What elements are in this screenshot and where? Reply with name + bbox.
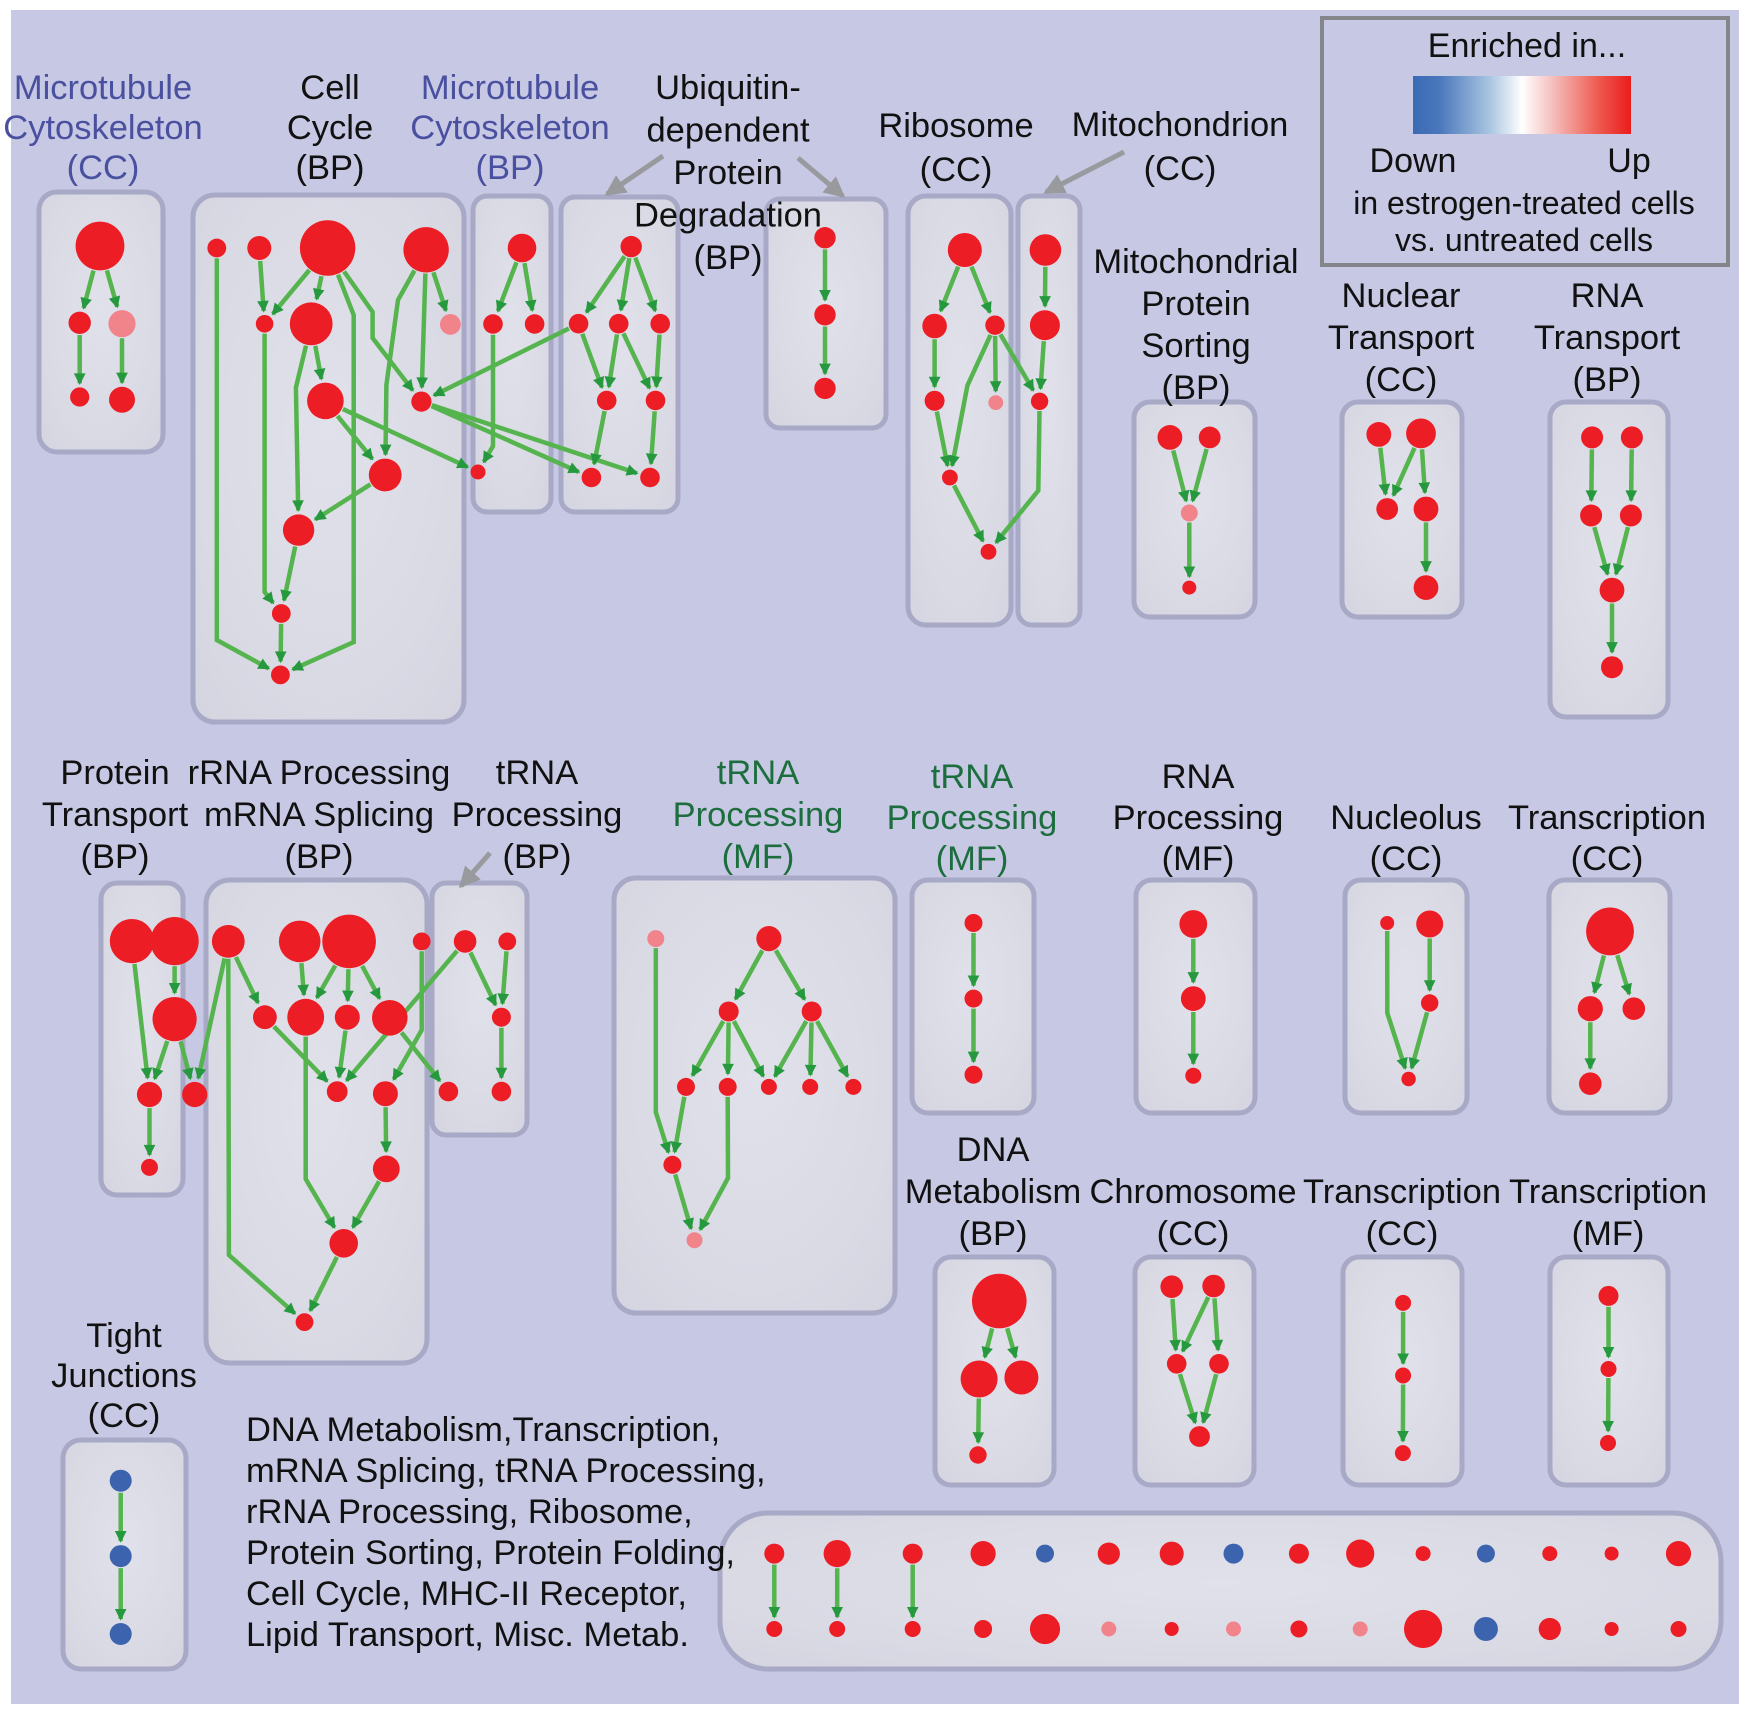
svg-text:Processing: Processing: [887, 799, 1058, 837]
svg-text:tRNA: tRNA: [496, 754, 578, 792]
svg-text:DNA Metabolism,Transcription,: DNA Metabolism,Transcription,: [246, 1411, 720, 1449]
svg-text:Transcription: Transcription: [1303, 1173, 1501, 1211]
svg-text:RNA: RNA: [1571, 277, 1644, 315]
svg-text:(BP): (BP): [285, 838, 354, 876]
svg-text:Protein: Protein: [673, 154, 782, 192]
svg-text:mRNA Splicing: mRNA Splicing: [204, 796, 434, 834]
svg-text:Mitochondrion: Mitochondrion: [1072, 106, 1289, 144]
svg-text:dependent: dependent: [646, 112, 809, 150]
svg-text:Processing: Processing: [452, 796, 623, 834]
svg-text:Ribosome: Ribosome: [878, 107, 1033, 145]
svg-text:Nucleolus: Nucleolus: [1330, 799, 1482, 837]
svg-text:(CC): (CC): [920, 151, 993, 189]
svg-text:rRNA Processing: rRNA Processing: [188, 754, 451, 792]
svg-text:(MF): (MF): [1572, 1215, 1645, 1253]
svg-text:Microtubule: Microtubule: [421, 69, 599, 107]
svg-text:Transcription: Transcription: [1508, 799, 1706, 837]
svg-text:Microtubule: Microtubule: [14, 69, 192, 107]
svg-text:Nuclear: Nuclear: [1342, 277, 1461, 315]
svg-text:Cytoskeleton: Cytoskeleton: [410, 109, 609, 147]
svg-text:Processing: Processing: [673, 796, 844, 834]
svg-text:Ubiquitin-: Ubiquitin-: [655, 69, 801, 107]
svg-text:Mitochondrial: Mitochondrial: [1093, 243, 1298, 281]
svg-text:tRNA: tRNA: [717, 754, 799, 792]
svg-text:Junctions: Junctions: [51, 1357, 197, 1395]
svg-text:(BP): (BP): [694, 239, 763, 277]
svg-text:(CC): (CC): [1144, 150, 1217, 188]
svg-text:tRNA: tRNA: [931, 758, 1013, 796]
svg-text:(BP): (BP): [503, 838, 572, 876]
svg-text:(BP): (BP): [296, 149, 365, 187]
svg-text:(BP): (BP): [1162, 369, 1231, 407]
svg-text:Cytoskeleton: Cytoskeleton: [3, 109, 202, 147]
svg-text:(MF): (MF): [1162, 840, 1235, 878]
svg-text:(BP): (BP): [959, 1215, 1028, 1253]
svg-text:Metabolism: Metabolism: [905, 1173, 1081, 1211]
svg-text:Cycle: Cycle: [287, 109, 373, 147]
svg-text:(CC): (CC): [67, 149, 140, 187]
svg-text:Chromosome: Chromosome: [1089, 1173, 1296, 1211]
svg-text:(BP): (BP): [476, 149, 545, 187]
svg-text:Transport: Transport: [1328, 319, 1475, 357]
svg-text:(MF): (MF): [936, 840, 1009, 878]
svg-text:(CC): (CC): [1366, 1215, 1439, 1253]
svg-text:Transcription: Transcription: [1509, 1173, 1707, 1211]
svg-text:(CC): (CC): [1571, 840, 1644, 878]
svg-text:mRNA Splicing, tRNA Processing: mRNA Splicing, tRNA Processing,: [246, 1452, 766, 1490]
svg-text:vs. untreated cells: vs. untreated cells: [1395, 222, 1653, 258]
svg-text:Processing: Processing: [1113, 799, 1284, 837]
svg-text:DNA: DNA: [957, 1131, 1030, 1169]
svg-text:Sorting: Sorting: [1141, 327, 1250, 365]
svg-text:(CC): (CC): [1365, 361, 1438, 399]
svg-text:(CC): (CC): [88, 1397, 161, 1435]
svg-text:Cell Cycle, MHC-II Receptor,: Cell Cycle, MHC-II Receptor,: [246, 1575, 687, 1613]
svg-text:Cell: Cell: [300, 69, 359, 107]
svg-text:Tight: Tight: [86, 1317, 162, 1355]
svg-text:(BP): (BP): [1573, 361, 1642, 399]
svg-text:Degradation: Degradation: [634, 197, 822, 235]
svg-text:(BP): (BP): [81, 838, 150, 876]
svg-text:Enriched in...: Enriched in...: [1428, 27, 1626, 65]
svg-text:(CC): (CC): [1157, 1215, 1230, 1253]
svg-text:Protein Sorting, Protein Foldi: Protein Sorting, Protein Folding,: [246, 1534, 735, 1572]
svg-text:Transport: Transport: [1534, 319, 1681, 357]
svg-text:Down: Down: [1370, 142, 1457, 180]
svg-text:Up: Up: [1607, 142, 1650, 180]
svg-text:Transport: Transport: [42, 796, 189, 834]
svg-text:in estrogen-treated cells: in estrogen-treated cells: [1353, 185, 1695, 221]
svg-text:(MF): (MF): [722, 838, 795, 876]
svg-text:(CC): (CC): [1370, 840, 1443, 878]
svg-text:rRNA Processing, Ribosome,: rRNA Processing, Ribosome,: [246, 1493, 693, 1531]
svg-text:Lipid Transport, Misc. Metab.: Lipid Transport, Misc. Metab.: [246, 1616, 689, 1654]
svg-text:Protein: Protein: [60, 754, 169, 792]
svg-text:RNA: RNA: [1162, 758, 1235, 796]
svg-text:Protein: Protein: [1141, 285, 1250, 323]
